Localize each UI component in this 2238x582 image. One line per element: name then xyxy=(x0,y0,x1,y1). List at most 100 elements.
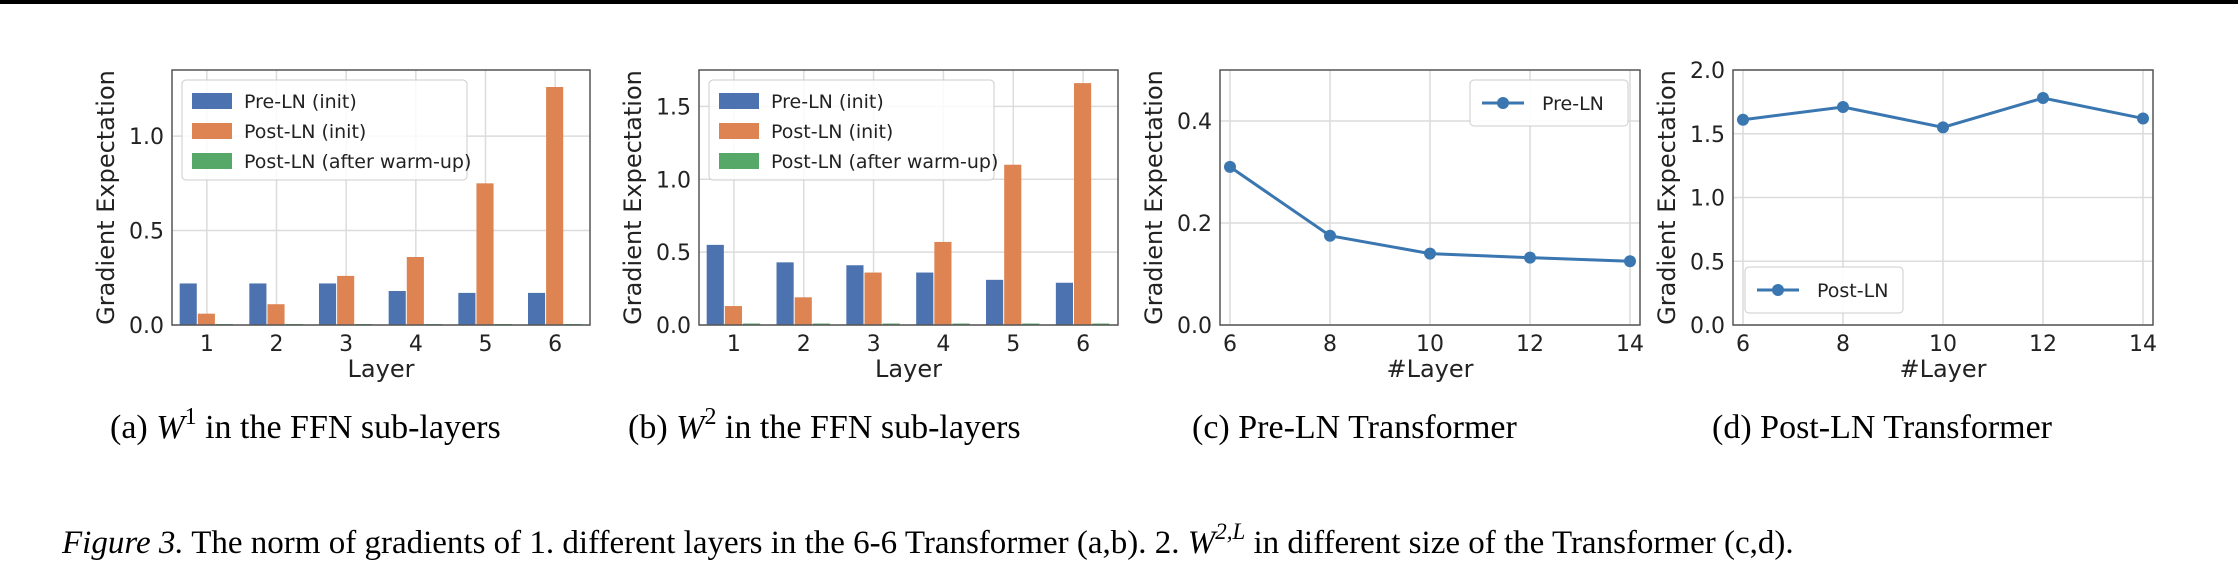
y-tick-label: 0.4 xyxy=(1177,110,1212,135)
y-tick-label: 1.5 xyxy=(656,95,691,120)
x-tick-label: 4 xyxy=(936,332,950,357)
x-tick-label: 3 xyxy=(867,332,881,357)
panel-b: 0.0 0.5 1.0 1.5 1 2 3 4 5 6 Pre-LN (init) Post-LN (… xyxy=(619,69,1119,446)
legend-marker xyxy=(1497,97,1509,109)
legend-label: Post-LN (after warm-up) xyxy=(244,151,471,173)
x-tick-label: 14 xyxy=(1616,332,1644,357)
legend-label: Post-LN xyxy=(1817,280,1888,302)
x-tick-label: 12 xyxy=(1516,332,1544,357)
bar-post-ln-init xyxy=(794,297,812,325)
panel-a: 0.0 0.5 1.0 1 2 3 4 5 6 Pre-LN (init) Post-LN (ini… xyxy=(92,69,591,446)
data-point xyxy=(1424,247,1436,260)
x-tick-label: 12 xyxy=(2029,332,2057,357)
data-point xyxy=(2037,92,2049,105)
bar-post-ln-init xyxy=(1074,83,1092,325)
bar-pre-ln-init xyxy=(388,291,406,325)
legend-label: Post-LN (init) xyxy=(771,121,893,143)
figure-caption-math: W xyxy=(1188,525,1218,561)
bar-post-ln-init xyxy=(724,306,742,325)
data-point xyxy=(1837,100,1849,113)
y-tick-label: 0.5 xyxy=(656,241,691,266)
x-axis-label: Layer xyxy=(348,355,415,383)
data-point xyxy=(2137,112,2149,125)
axes-frame xyxy=(1732,69,2154,326)
figure-caption: Figure 3. The norm of gradients of 1. di… xyxy=(61,511,1794,561)
legend-swatch xyxy=(719,93,759,109)
y-axis-label: Gradient Expectation xyxy=(1653,70,1681,325)
panel-d: 0.0 0.5 1.0 1.5 2.0 6 8 10 12 14 Post-LN #Layer Grad… xyxy=(1653,59,2157,446)
y-tick-label: 1.0 xyxy=(129,125,164,150)
legend-swatch xyxy=(192,123,232,139)
y-tick-label: 1.0 xyxy=(1690,187,1725,212)
caption-math: W xyxy=(156,409,187,446)
x-tick-label: 6 xyxy=(1076,332,1090,357)
bar-post-ln-init xyxy=(864,272,882,325)
caption-math: W xyxy=(676,409,707,446)
panel-caption: (c) Pre-LN Transformer xyxy=(1192,409,1518,446)
x-tick-label: 5 xyxy=(479,332,493,357)
bar-post-ln-init xyxy=(1004,164,1022,325)
y-tick-label: 0.0 xyxy=(1690,314,1725,339)
bar-pre-ln-init xyxy=(776,262,794,325)
bar-pre-ln-init xyxy=(458,292,476,325)
legend-box xyxy=(1744,266,1904,314)
legend-swatch xyxy=(719,123,759,139)
bar-pre-ln-init xyxy=(318,283,337,325)
bar-pre-ln-init xyxy=(527,292,546,325)
data-point xyxy=(1324,229,1336,242)
caption-prefix: (a) xyxy=(110,409,156,446)
y-tick-label: 0.0 xyxy=(129,314,164,339)
bar-post-ln-init xyxy=(337,275,355,325)
bar-pre-ln-init xyxy=(249,283,267,325)
legend-label: Post-LN (after warm-up) xyxy=(771,151,998,173)
top-rule xyxy=(0,0,2238,4)
legend-label: Pre-LN xyxy=(1542,93,1604,115)
y-tick-label: 0.0 xyxy=(1177,314,1212,339)
x-axis-label: Layer xyxy=(875,355,942,383)
panel-caption: (a) W1 in the FFN sub-layers xyxy=(110,404,501,446)
y-axis-label: Gradient Expectation xyxy=(1140,70,1168,325)
bar-post-ln-init xyxy=(267,304,285,325)
x-tick-label: 8 xyxy=(1323,332,1337,357)
legend-box xyxy=(1469,79,1629,127)
legend-label: Pre-LN (init) xyxy=(244,91,357,113)
panel-caption: (d) Post-LN Transformer xyxy=(1712,409,2053,446)
data-point xyxy=(1737,113,1749,126)
legend-swatch xyxy=(192,93,232,109)
legend-swatch xyxy=(192,153,232,169)
x-tick-label: 5 xyxy=(1006,332,1020,357)
axes-frame xyxy=(698,69,1119,326)
legend-box xyxy=(708,79,995,181)
caption-prefix: (d) xyxy=(1712,409,1760,446)
x-tick-label: 2 xyxy=(797,332,811,357)
y-tick-label: 1.5 xyxy=(1690,123,1725,148)
caption-rest: in the FFN sub-layers xyxy=(197,409,501,446)
y-axis-label: Gradient Expectation xyxy=(619,70,647,325)
bar-pre-ln-init xyxy=(1055,282,1074,325)
y-tick-label: 0.0 xyxy=(656,314,691,339)
figure-caption-text: The norm of gradients of 1. different la… xyxy=(191,525,1179,561)
y-axis-label: Gradient Expectation xyxy=(92,70,120,325)
caption-prefix: (b) xyxy=(628,409,676,446)
x-tick-label: 3 xyxy=(339,332,353,357)
data-point xyxy=(1624,255,1636,268)
x-tick-label: 2 xyxy=(270,332,284,357)
y-tick-label: 0.2 xyxy=(1177,212,1212,237)
y-tick-label: 2.0 xyxy=(1690,59,1725,84)
x-axis-label: #Layer xyxy=(1899,355,1986,383)
panel-caption: (b) W2 in the FFN sub-layers xyxy=(628,404,1021,446)
caption-text: Post-LN Transformer xyxy=(1760,409,2053,446)
y-tick-label: 0.5 xyxy=(1690,250,1725,275)
legend-label: Post-LN (init) xyxy=(244,121,366,143)
x-tick-label: 6 xyxy=(548,332,562,357)
caption-prefix: (c) xyxy=(1192,409,1238,446)
y-tick-label: 0.5 xyxy=(129,220,164,245)
data-point xyxy=(1224,160,1236,173)
data-point xyxy=(1937,121,1949,134)
data-point xyxy=(1524,251,1536,264)
y-tick-label: 1.0 xyxy=(656,168,691,193)
x-tick-label: 10 xyxy=(1929,332,1957,357)
axes-frame xyxy=(171,69,591,326)
caption-superscript: 2 xyxy=(704,404,716,430)
